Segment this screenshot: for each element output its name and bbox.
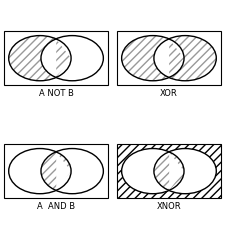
Bar <box>4 31 108 85</box>
PathPatch shape <box>154 39 184 77</box>
Ellipse shape <box>9 148 71 194</box>
Ellipse shape <box>122 148 184 194</box>
Bar <box>117 31 220 85</box>
Ellipse shape <box>122 36 184 81</box>
PathPatch shape <box>154 152 184 190</box>
Ellipse shape <box>41 148 103 194</box>
Text: A  AND B: A AND B <box>37 202 75 211</box>
Text: XNOR: XNOR <box>157 202 181 211</box>
Bar <box>4 144 108 198</box>
Bar <box>117 144 220 198</box>
Ellipse shape <box>154 148 216 194</box>
PathPatch shape <box>41 39 71 77</box>
Ellipse shape <box>154 36 216 81</box>
Ellipse shape <box>9 36 71 81</box>
Text: A NOT B: A NOT B <box>39 89 74 98</box>
PathPatch shape <box>41 152 71 190</box>
Text: XOR: XOR <box>160 89 178 98</box>
